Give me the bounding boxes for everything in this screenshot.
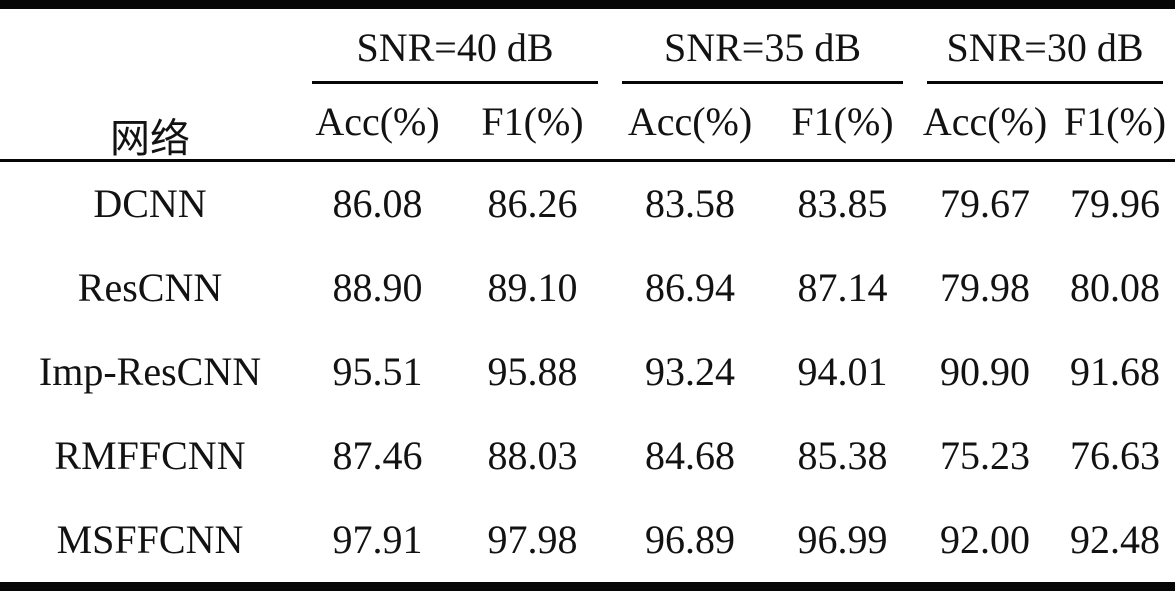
network-name: DCNN: [93, 181, 207, 226]
cell-value: 75.23: [940, 433, 1030, 478]
cell-value: 76.63: [1070, 433, 1160, 478]
column-header-snr40-acc: Acc(%): [300, 84, 455, 162]
cell-value: 95.51: [332, 349, 423, 394]
column-group-snr40: SNR=40 dB: [300, 5, 610, 84]
cell-value: 90.90: [940, 349, 1030, 394]
column-group-snr30-label: SNR=30 dB: [927, 18, 1163, 84]
table-row: RMFFCNN 87.46 88.03 84.68 85.38 75.23 76…: [0, 414, 1175, 498]
column-group-snr35-label: SNR=35 dB: [622, 18, 903, 84]
column-group-snr40-label: SNR=40 dB: [312, 18, 598, 84]
column-header-snr35-acc: Acc(%): [610, 84, 770, 162]
cell-value: 86.94: [645, 265, 735, 310]
cell-value: 88.03: [487, 433, 578, 478]
cell-value: 86.08: [332, 181, 423, 226]
column-header-network: 网络: [0, 4, 300, 162]
cell-value: 93.24: [645, 349, 735, 394]
column-group-snr30: SNR=30 dB: [915, 5, 1175, 84]
network-name: MSFFCNN: [56, 517, 244, 562]
cell-value: 95.88: [487, 349, 578, 394]
cell-value: 94.01: [797, 349, 888, 394]
column-header-snr30-acc: Acc(%): [915, 84, 1055, 162]
header-group-row: 网络 SNR=40 dB SNR=35 dB SNR=30 dB: [0, 4, 1175, 162]
cell-value: 84.68: [645, 433, 735, 478]
column-group-snr35: SNR=35 dB: [610, 5, 915, 84]
cell-value: 96.89: [645, 517, 735, 562]
cell-value: 97.98: [487, 517, 578, 562]
cell-value: 79.96: [1070, 181, 1160, 226]
table-row: DCNN 86.08 86.26 83.58 83.85 79.67 79.96: [0, 161, 1175, 247]
cell-value: 85.38: [797, 433, 888, 478]
network-name: RMFFCNN: [54, 433, 246, 478]
table-row: MSFFCNN 97.91 97.98 96.89 96.99 92.00 92…: [0, 498, 1175, 587]
network-name: ResCNN: [77, 265, 223, 310]
cell-value: 92.48: [1070, 517, 1160, 562]
cell-value: 87.14: [797, 265, 888, 310]
cell-value: 83.58: [645, 181, 735, 226]
column-header-snr35-f1: F1(%): [770, 84, 915, 162]
column-header-snr40-f1: F1(%): [455, 84, 610, 162]
cell-value: 88.90: [332, 265, 423, 310]
cell-value: 83.85: [797, 181, 888, 226]
header-sub-row: Acc(%) F1(%) Acc(%) F1(%) Acc(%) F1(%): [0, 84, 1175, 162]
table-row: Imp-ResCNN 95.51 95.88 93.24 94.01 90.90…: [0, 330, 1175, 414]
cell-value: 79.67: [940, 181, 1030, 226]
table-row: ResCNN 88.90 89.10 86.94 87.14 79.98 80.…: [0, 246, 1175, 330]
cell-value: 97.91: [332, 517, 423, 562]
cell-value: 89.10: [487, 265, 578, 310]
cell-value: 91.68: [1070, 349, 1160, 394]
cell-value: 80.08: [1070, 265, 1160, 310]
column-header-snr30-f1: F1(%): [1055, 84, 1175, 162]
cell-value: 96.99: [797, 517, 888, 562]
cell-value: 86.26: [487, 181, 578, 226]
cell-value: 79.98: [940, 265, 1030, 310]
cell-value: 92.00: [940, 517, 1030, 562]
network-name: Imp-ResCNN: [38, 349, 262, 394]
cell-value: 87.46: [332, 433, 423, 478]
